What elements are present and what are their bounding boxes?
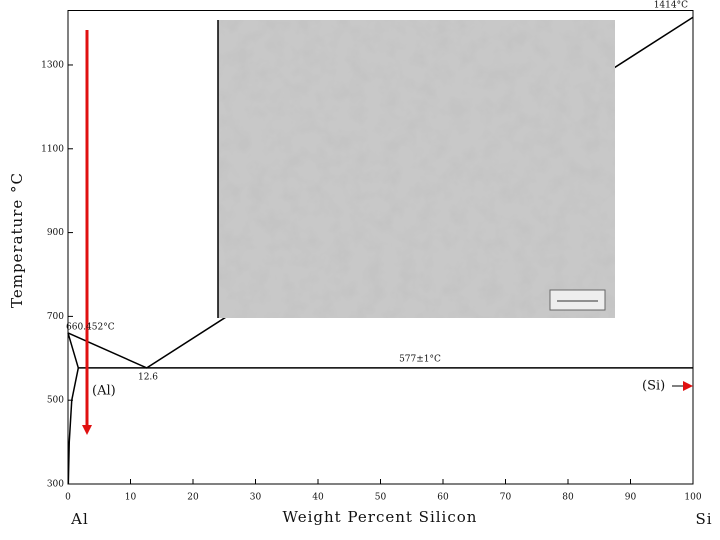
y-tick-label: 1100 bbox=[41, 144, 64, 154]
x-tick-label: 40 bbox=[312, 493, 324, 503]
annotation: (Si) bbox=[642, 379, 665, 394]
annotation: (Al) bbox=[92, 384, 116, 399]
x-tick-label: 30 bbox=[250, 493, 262, 503]
x-tick-label: 80 bbox=[562, 493, 574, 503]
x-tick-label: 20 bbox=[187, 493, 199, 503]
x-tick-label: 90 bbox=[625, 493, 637, 503]
x-tick-label: 60 bbox=[437, 493, 449, 503]
x-axis-label: Weight Percent Silicon bbox=[283, 508, 478, 526]
annotation: 577±1°C bbox=[399, 355, 441, 365]
end-label: Si bbox=[695, 510, 712, 528]
x-tick-label: 70 bbox=[500, 493, 512, 503]
y-tick-label: 300 bbox=[47, 480, 64, 490]
x-tick-label: 50 bbox=[375, 493, 387, 503]
end-label: Al bbox=[70, 510, 89, 528]
y-tick-label: 700 bbox=[47, 312, 64, 322]
micrograph-texture bbox=[218, 20, 615, 318]
annotation: 1414°C bbox=[654, 1, 688, 11]
x-tick-label: 0 bbox=[65, 493, 71, 503]
y-axis-label: Temperature °C bbox=[8, 172, 26, 308]
phase-boundary bbox=[67, 332, 80, 369]
phase-boundary bbox=[67, 367, 80, 485]
annotation: 12.6 bbox=[138, 373, 158, 383]
y-tick-label: 500 bbox=[47, 396, 64, 406]
annotation: 660.452°C bbox=[66, 323, 115, 333]
x-tick-label: 10 bbox=[125, 493, 137, 503]
y-tick-label: 900 bbox=[47, 228, 64, 238]
y-tick-label: 1300 bbox=[41, 60, 64, 70]
x-tick-label: 100 bbox=[684, 493, 701, 503]
scale-bar bbox=[549, 289, 606, 311]
